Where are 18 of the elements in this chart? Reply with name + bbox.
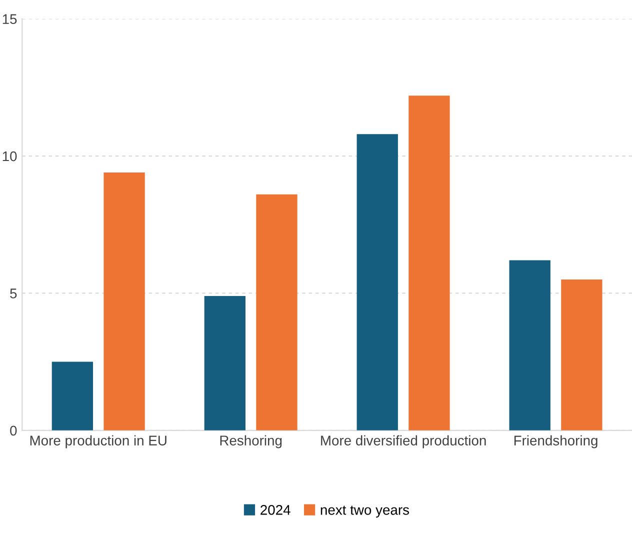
- x-tick-label: Reshoring: [220, 435, 282, 448]
- bar: [561, 279, 602, 430]
- y-tick-label: 10: [2, 151, 17, 162]
- legend-label: next two years: [320, 506, 410, 518]
- y-tick-label: 0: [10, 426, 17, 436]
- bar: [356, 134, 398, 430]
- x-tick-label: More production in EU: [30, 435, 166, 448]
- bar: [52, 362, 94, 430]
- bar: [408, 96, 450, 430]
- y-tick-label: 15: [2, 14, 17, 24]
- y-tick-label: 5: [10, 288, 17, 298]
- legend-label: 2024: [260, 505, 290, 515]
- bar: [256, 194, 298, 430]
- x-tick-label: More diversified production: [321, 435, 486, 448]
- x-tick-label: Friendshoring: [514, 435, 598, 448]
- bar: [104, 172, 145, 430]
- bar: [204, 296, 246, 430]
- bar: [509, 260, 550, 430]
